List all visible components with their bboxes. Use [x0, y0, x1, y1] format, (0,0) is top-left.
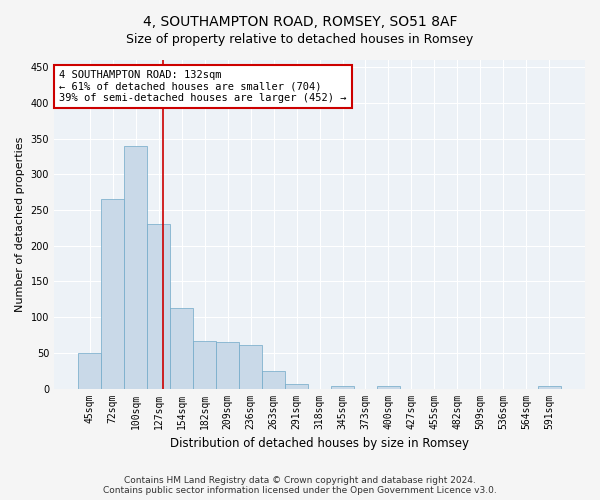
X-axis label: Distribution of detached houses by size in Romsey: Distribution of detached houses by size … [170, 437, 469, 450]
Bar [170, 308, 193, 388]
Bar [262, 372, 285, 388]
Text: 4 SOUTHAMPTON ROAD: 132sqm
← 61% of detached houses are smaller (704)
39% of sem: 4 SOUTHAMPTON ROAD: 132sqm ← 61% of deta… [59, 70, 347, 103]
Bar [101, 200, 124, 388]
Bar [124, 146, 147, 388]
Y-axis label: Number of detached properties: Number of detached properties [15, 136, 25, 312]
Bar [216, 342, 239, 388]
Bar [147, 224, 170, 388]
Text: Size of property relative to detached houses in Romsey: Size of property relative to detached ho… [127, 32, 473, 46]
Bar [377, 386, 400, 388]
Text: Contains HM Land Registry data © Crown copyright and database right 2024.
Contai: Contains HM Land Registry data © Crown c… [103, 476, 497, 495]
Text: 4, SOUTHAMPTON ROAD, ROMSEY, SO51 8AF: 4, SOUTHAMPTON ROAD, ROMSEY, SO51 8AF [143, 15, 457, 29]
Bar [78, 353, 101, 388]
Bar [331, 386, 354, 388]
Bar [538, 386, 561, 388]
Bar [193, 342, 216, 388]
Bar [239, 345, 262, 389]
Bar [285, 384, 308, 388]
